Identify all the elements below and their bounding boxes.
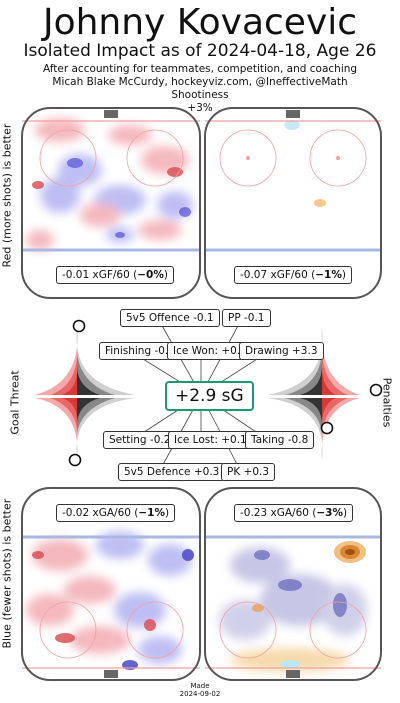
shootiness-label: Shootiness bbox=[171, 89, 229, 101]
goal-threat-label: Goal Threat bbox=[8, 370, 22, 435]
component-5v5-defence: 5v5 Defence +0.3 bbox=[118, 463, 226, 481]
method-note: After accounting for teammates, competit… bbox=[42, 63, 358, 75]
penalties-label: Penalties bbox=[380, 377, 394, 428]
component-5v5-offence: 5v5 Offence -0.1 bbox=[120, 309, 220, 327]
rink-defence-pk bbox=[204, 487, 382, 681]
author-credit: Micah Blake McCurdy, hockeyviz.com, @Ine… bbox=[52, 76, 348, 88]
penalties-distribution bbox=[268, 326, 383, 460]
subtitle: Isolated Impact as of 2024-04-18, Age 26 bbox=[23, 41, 377, 61]
offence-pp-value: -0.07 xGF/60 (−1%) bbox=[234, 266, 352, 284]
offence-5v5-value: -0.01 xGF/60 (−0%) bbox=[56, 266, 174, 284]
made-date: 2024-09-02 bbox=[179, 690, 221, 698]
component-setting: Setting -0.2 bbox=[103, 431, 177, 449]
component-finishing: Finishing -0.1 bbox=[99, 342, 181, 360]
component-pp: PP -0.1 bbox=[222, 309, 271, 327]
rink-offence-5v5 bbox=[21, 107, 201, 299]
rink-offence-pp bbox=[204, 107, 382, 299]
component-ice-won: Ice Won: +0.2 bbox=[167, 342, 253, 360]
bottom-side-label: Blue (fewer shots) is better bbox=[0, 498, 14, 649]
component-drawing: Drawing +3.3 bbox=[239, 342, 324, 360]
component-pk: PK +0.3 bbox=[221, 463, 276, 481]
shootiness-value: +3% bbox=[187, 102, 213, 114]
defence-pk-value: -0.23 xGA/60 (−3%) bbox=[234, 504, 354, 522]
goal-threat-distribution bbox=[35, 319, 135, 467]
component-taking: Taking -0.8 bbox=[245, 431, 315, 449]
player-name: Johnny Kovacevic bbox=[42, 2, 358, 43]
made-label: Made bbox=[190, 682, 210, 690]
top-side-label: Red (more shots) is better bbox=[0, 123, 14, 268]
component-ice-lost: Ice Lost: +0.1 bbox=[168, 431, 253, 449]
rink-defence-5v5 bbox=[21, 487, 201, 681]
defence-5v5-value: -0.02 xGA/60 (−1%) bbox=[56, 504, 176, 522]
total-sg: +2.9 sG bbox=[165, 381, 254, 411]
